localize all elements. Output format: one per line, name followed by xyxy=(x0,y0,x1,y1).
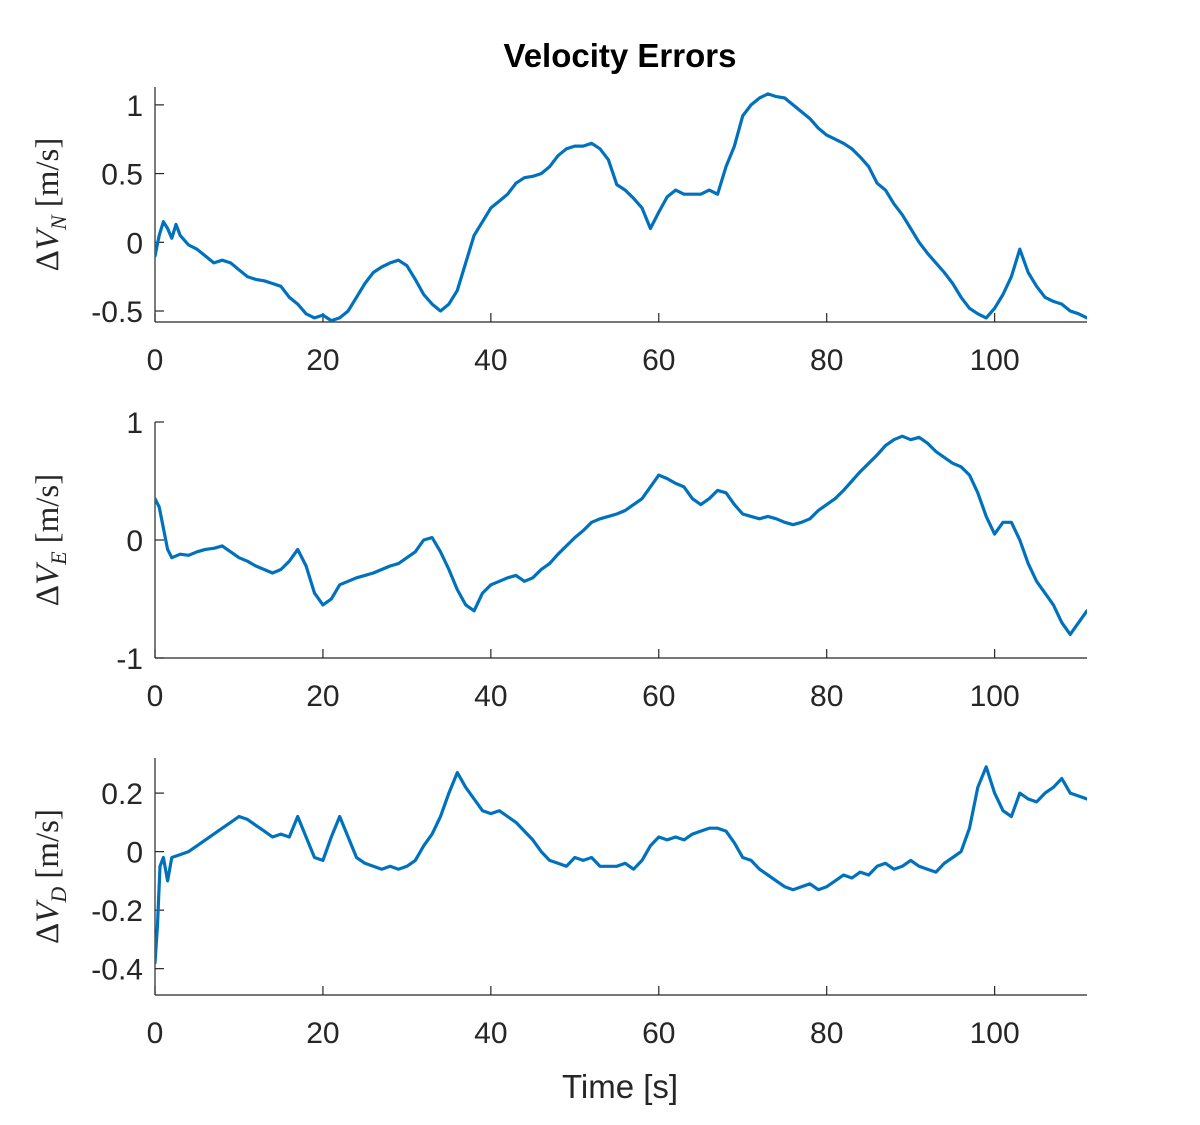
ylabel-subscript: E xyxy=(46,551,71,566)
y-tick-label: 0 xyxy=(126,525,143,558)
x-tick-label: 100 xyxy=(970,344,1020,377)
y-tick-label: -1 xyxy=(116,643,143,676)
x-tick-label: 60 xyxy=(642,1017,675,1050)
x-tick-label: 40 xyxy=(474,1017,507,1050)
ylabel-units: [m/s] xyxy=(30,474,66,544)
x-tick-label: 80 xyxy=(810,344,843,377)
ylabel-symbol: V xyxy=(30,561,66,585)
ylabel-delta: Δ xyxy=(30,250,66,271)
y-tick-label: -0.4 xyxy=(91,954,143,987)
ylabel-symbol: V xyxy=(30,899,66,923)
x-tick-label: 20 xyxy=(306,680,339,713)
north-velocity-error-line xyxy=(155,92,1087,322)
y-tick-label: -0.2 xyxy=(91,895,143,928)
ylabel-subscript: D xyxy=(46,887,71,904)
down-y-axis-label: ΔVD [m/s] xyxy=(30,809,71,944)
east-velocity-error-line xyxy=(155,434,1087,636)
down-velocity-error-panel: 0 20 40 60 80 100 -0.4 -0.2 0 0.2 ΔVD [m/s] xyxy=(30,758,1087,1050)
x-tick-label: 100 xyxy=(970,1017,1020,1050)
x-tick-label: 80 xyxy=(810,1017,843,1050)
ylabel-subscript: N xyxy=(46,214,71,231)
x-tick-label: 0 xyxy=(147,1017,164,1050)
x-tick-label: 60 xyxy=(642,680,675,713)
ylabel-symbol: V xyxy=(30,226,66,250)
x-tick-label: 60 xyxy=(642,344,675,377)
ylabel-delta: Δ xyxy=(30,585,66,606)
y-tick-label: 0.5 xyxy=(101,159,143,192)
y-tick-label: 1 xyxy=(126,90,143,123)
y-tick-label: -0.5 xyxy=(91,296,143,329)
x-tick-label: 0 xyxy=(147,344,164,377)
north-y-axis-label: ΔVN [m/s] xyxy=(30,138,71,272)
x-tick-label: 20 xyxy=(306,344,339,377)
ylabel-units: [m/s] xyxy=(30,138,66,208)
chart-title: Velocity Errors xyxy=(504,37,737,74)
x-axis-label: Time [s] xyxy=(562,1068,678,1105)
x-tick-label: 100 xyxy=(970,680,1020,713)
ylabel-delta: Δ xyxy=(30,923,66,944)
down-velocity-error-line xyxy=(155,765,1087,965)
y-tick-label: 0 xyxy=(126,837,143,870)
x-tick-label: 80 xyxy=(810,680,843,713)
east-y-axis-label: ΔVE [m/s] xyxy=(30,474,71,607)
x-tick-label: 40 xyxy=(474,344,507,377)
x-tick-label: 40 xyxy=(474,680,507,713)
x-tick-label: 20 xyxy=(306,1017,339,1050)
y-tick-label: 0.2 xyxy=(101,778,143,811)
ylabel-units: [m/s] xyxy=(30,809,66,879)
y-tick-label: 0 xyxy=(126,227,143,260)
y-tick-label: 1 xyxy=(126,407,143,440)
x-tick-label: 0 xyxy=(147,680,164,713)
